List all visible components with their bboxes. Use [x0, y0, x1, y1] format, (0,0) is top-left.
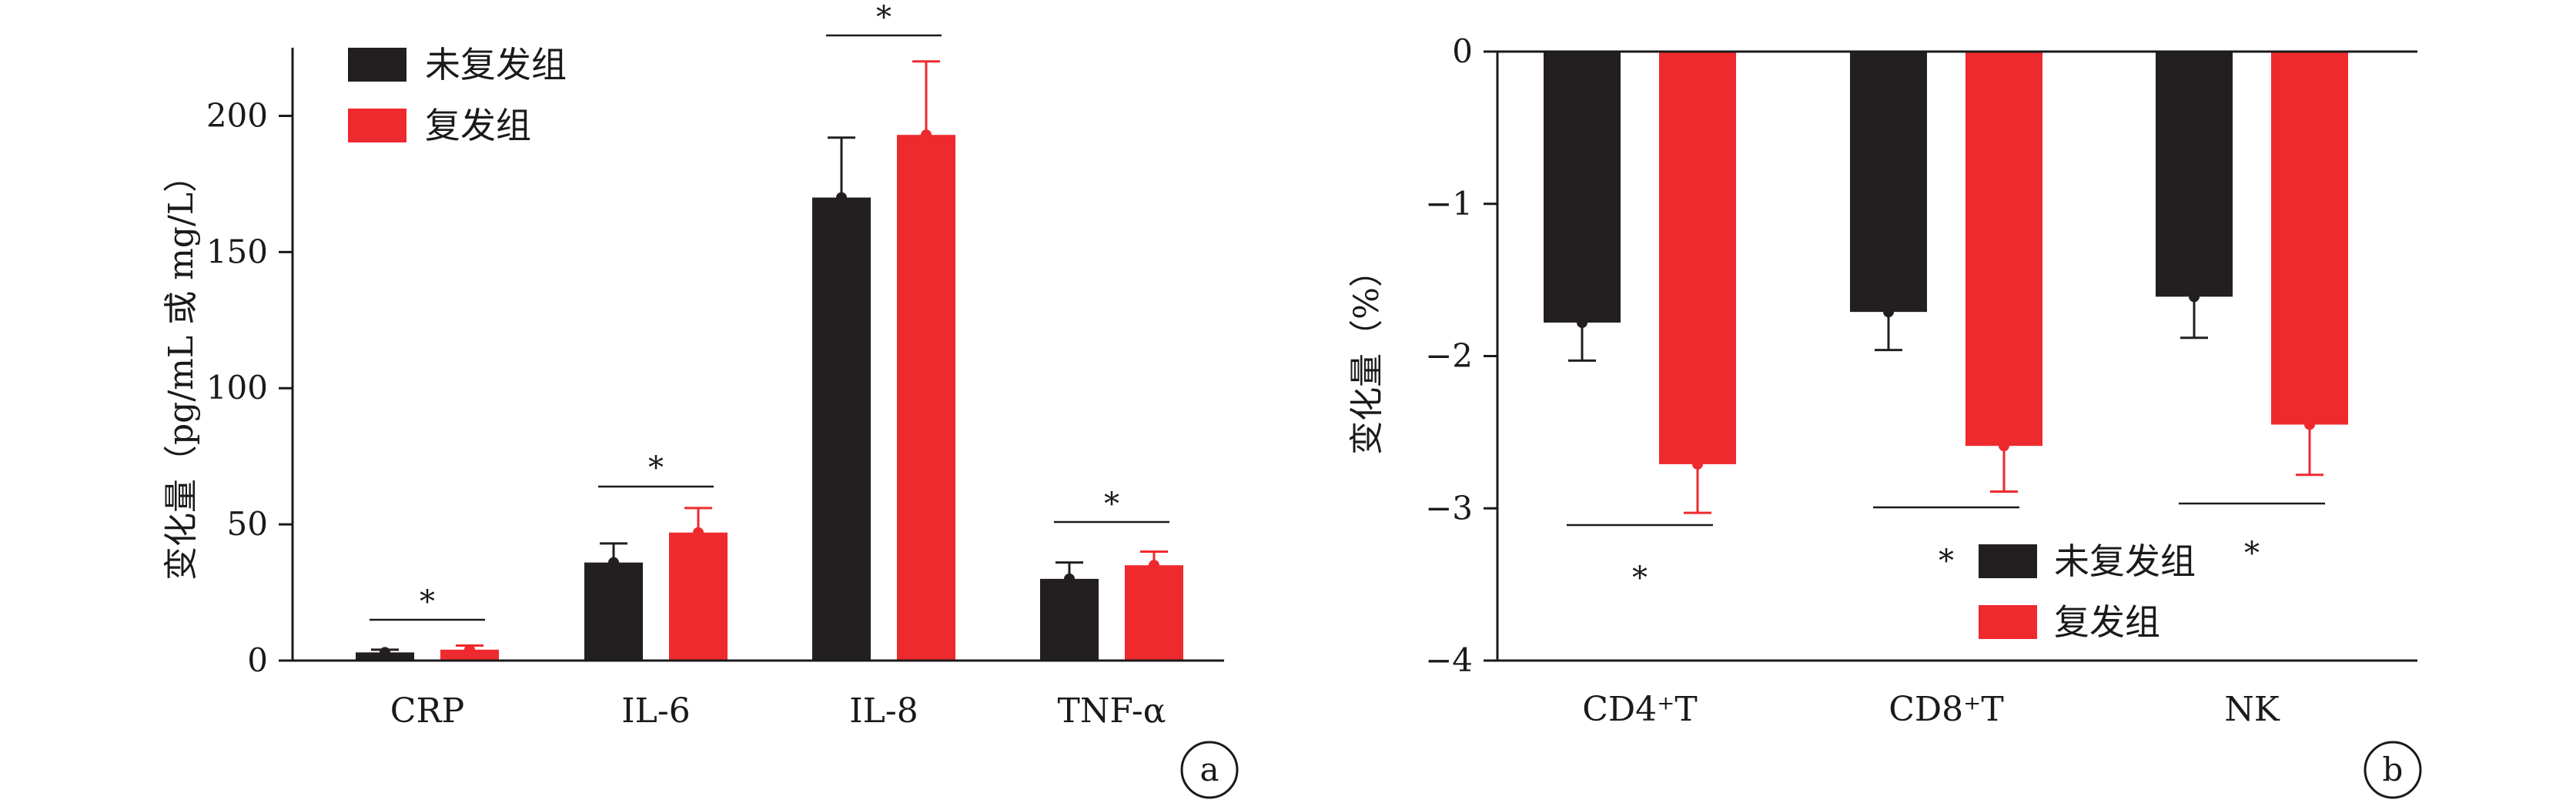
- ytick-label-b--4: −4: [1425, 641, 1473, 679]
- sig-star-a-IL-6: *: [648, 450, 664, 486]
- mean-dot-a-IL-6-0: [608, 557, 619, 568]
- ytick-label-a-0: 0: [247, 641, 268, 679]
- panel-b-label: b: [2383, 751, 2404, 788]
- panel-a-legend: 未复发组 复发组: [348, 44, 567, 146]
- mean-dot-b-CD8⁺T-0: [1883, 306, 1894, 318]
- panel-a: * * * * CRP IL-6 IL-8 TNF-α 0 50 100 150 200 变化量（pg…: [162, 0, 1239, 799]
- bar-b-NK-no-relapse: [2156, 52, 2233, 297]
- panel-a-axes: CRP IL-6 IL-8 TNF-α 0 50 100 150 200: [206, 48, 1224, 731]
- legend-swatch-no-relapse: [348, 48, 406, 82]
- panel-a-errorbars: [371, 60, 1168, 658]
- legend-swatch-no-relapse-b: [1979, 544, 2037, 578]
- ytick-label-a-200: 200: [206, 96, 268, 134]
- panel-b-ylabel: 变化量（%）: [1347, 253, 1387, 455]
- mean-dot-a-CRP-1: [464, 644, 475, 655]
- bar-a-IL-6-no-relapse: [584, 562, 643, 661]
- mean-dot-a-TNF-α-0: [1064, 573, 1075, 584]
- panel-b-significance: * * *: [1567, 502, 2325, 596]
- bar-b-CD8⁺T-relapse: [1965, 52, 2042, 447]
- legend-label-relapse: 复发组: [425, 105, 531, 146]
- mean-dot-a-CRP-0: [380, 647, 390, 658]
- legend-label-no-relapse: 未复发组: [425, 44, 567, 85]
- mean-dot-b-NK-1: [2304, 419, 2315, 430]
- mean-dot-a-IL-8-0: [836, 192, 847, 203]
- legend-swatch-relapse-b: [1979, 605, 2037, 639]
- bar-b-CD8⁺T-no-relapse: [1850, 52, 1927, 313]
- bar-a-TNF-α-relapse: [1125, 565, 1183, 661]
- sig-star-a-TNF-α: *: [1104, 487, 1119, 522]
- ytick-label-b-0: 0: [1452, 32, 1473, 70]
- panel-b-bars: [1544, 52, 2348, 464]
- panel-b-legend: 未复发组 复发组: [1979, 540, 2196, 643]
- bar-b-NK-relapse: [2271, 52, 2348, 425]
- mean-dot-a-IL-6-1: [693, 527, 704, 538]
- mean-dot-b-NK-0: [2189, 291, 2200, 303]
- mean-dot-b-CD4⁺T-1: [1692, 458, 1703, 470]
- ytick-label-b--1: −1: [1425, 185, 1473, 222]
- xtick-label-b-NK: NK: [2224, 690, 2280, 729]
- sig-star-a-CRP: *: [420, 584, 435, 620]
- bar-a-IL-8-no-relapse: [812, 197, 871, 661]
- panel-a-ylabel: 变化量（pg/mL 或 mg/L）: [162, 159, 201, 581]
- ytick-label-b--3: −3: [1425, 489, 1473, 527]
- xtick-label-a-CRP: CRP: [390, 691, 464, 731]
- sig-star-b-CD4⁺T: *: [1632, 560, 1648, 596]
- bar-a-CRP-relapse: [440, 649, 499, 661]
- xtick-label-b-CD8⁺T: CD8⁺T: [1889, 690, 2004, 729]
- ytick-label-b--2: −2: [1425, 337, 1473, 375]
- mean-dot-b-CD8⁺T-1: [1999, 440, 2009, 452]
- legend-swatch-relapse: [348, 109, 406, 142]
- mean-dot-b-CD4⁺T-0: [1577, 316, 1587, 328]
- bar-a-TNF-α-no-relapse: [1040, 578, 1099, 661]
- mean-dot-a-IL-8-1: [921, 129, 932, 141]
- legend-label-no-relapse-b: 未复发组: [2054, 540, 2196, 582]
- legend-label-relapse-b: 复发组: [2054, 601, 2160, 643]
- ytick-label-a-50: 50: [227, 505, 268, 543]
- sig-star-b-CD8⁺T: *: [1939, 544, 1954, 579]
- panel-a-bars: [356, 135, 1183, 661]
- bar-b-CD4⁺T-no-relapse: [1544, 52, 1621, 323]
- xtick-label-a-IL-8: IL-8: [849, 691, 918, 731]
- panel-a-significance: * * * *: [370, 0, 1169, 621]
- ytick-label-a-150: 150: [206, 233, 268, 270]
- panel-a-label-circle: [1180, 741, 1239, 799]
- panel-b-errorbars: [1568, 291, 2323, 514]
- xtick-label-a-IL-6: IL-6: [621, 691, 690, 731]
- panel-b-label-circle: [2364, 741, 2422, 799]
- panel-b-axes: CD4⁺T CD8⁺T NK 0 −1 −2 −3 −4: [1425, 32, 2417, 729]
- panel-a-label: a: [1199, 751, 1219, 788]
- bar-a-IL-8-relapse: [897, 135, 955, 661]
- sig-star-b-NK: *: [2244, 536, 2260, 571]
- ytick-label-a-100: 100: [206, 369, 268, 407]
- bar-a-IL-6-relapse: [669, 532, 728, 661]
- bar-b-CD4⁺T-relapse: [1659, 52, 1736, 464]
- xtick-label-b-CD4⁺T: CD4⁺T: [1582, 690, 1698, 729]
- panel-b: * * * CD4⁺T CD8⁺T NK 0 −1 −2 −3 −4 变化量（%） 未复发组 复发…: [1347, 32, 2422, 799]
- mean-dot-a-TNF-α-1: [1149, 560, 1159, 571]
- xtick-label-a-TNF-α: TNF-α: [1058, 691, 1166, 731]
- sig-star-a-IL-8: *: [876, 0, 892, 35]
